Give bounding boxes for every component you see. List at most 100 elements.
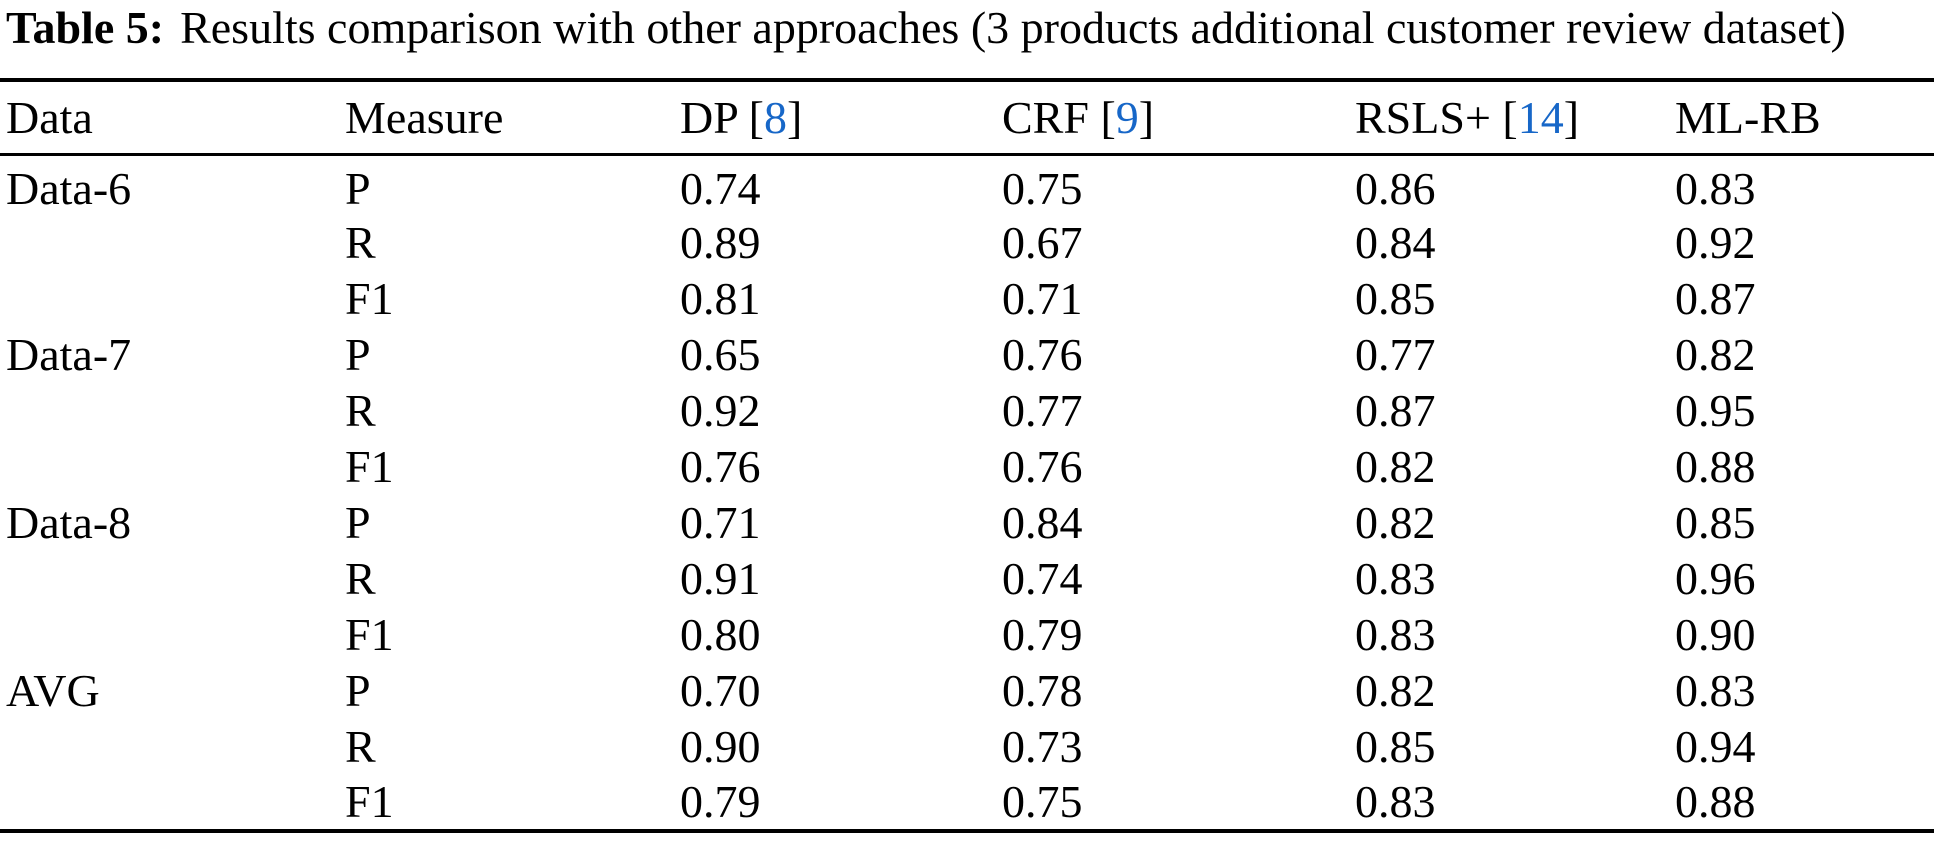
value-cell-dp: 0.76 [680, 441, 761, 492]
table-row: R 0.89 0.67 0.84 0.92 [0, 215, 1934, 271]
value-cell-crf: 0.76 [1002, 329, 1083, 380]
table-row: R 0.90 0.73 0.85 0.94 [0, 719, 1934, 775]
citation-link-14[interactable]: 14 [1517, 91, 1564, 143]
col-header-data: Data [0, 80, 345, 156]
value-cell-crf: 0.79 [1002, 609, 1083, 660]
value-cell-dp: 0.91 [680, 553, 761, 604]
dataset-cell [0, 215, 345, 271]
value-cell-crf: 0.84 [1002, 497, 1083, 548]
table-caption-number: Table 5: [6, 2, 165, 53]
value-cell-crf: 0.74 [1002, 553, 1083, 604]
value-cell-dp: 0.89 [680, 217, 761, 268]
citation-bracket-close: ] [786, 91, 803, 143]
measure-cell: P [345, 497, 371, 548]
col-header-measure-label: Measure [345, 91, 504, 143]
value-cell-crf: 0.75 [1002, 776, 1083, 827]
value-cell-rsls: 0.82 [1355, 441, 1436, 492]
table-body: Data-6 P 0.74 0.75 0.86 0.83 R 0.89 0.67… [0, 154, 1934, 831]
value-cell-rsls: 0.82 [1355, 665, 1436, 716]
value-cell-mlrb: 0.85 [1675, 497, 1756, 548]
measure-cell: R [345, 217, 376, 268]
measure-cell: R [345, 721, 376, 772]
value-cell-dp: 0.80 [680, 609, 761, 660]
value-cell-mlrb: 0.83 [1675, 665, 1756, 716]
col-header-crf: CRF [9] [1002, 80, 1355, 156]
measure-cell: P [345, 665, 371, 716]
value-cell-dp: 0.74 [680, 162, 761, 214]
results-table: Data Measure DP [8] CRF [9] RSLS+ [14] M… [0, 78, 1934, 833]
value-cell-mlrb: 0.92 [1675, 217, 1756, 268]
value-cell-crf: 0.75 [1002, 162, 1083, 214]
value-cell-dp: 0.65 [680, 329, 761, 380]
measure-cell: R [345, 553, 376, 604]
value-cell-mlrb: 0.88 [1675, 776, 1756, 827]
table-row: Data-8 P 0.71 0.84 0.82 0.85 [0, 495, 1934, 551]
dataset-cell: Data-7 [6, 329, 132, 380]
col-header-rsls: RSLS+ [14] [1355, 80, 1675, 156]
value-cell-crf: 0.77 [1002, 385, 1083, 436]
table-row: F1 0.81 0.71 0.85 0.87 [0, 271, 1934, 327]
col-header-mlrb: ML-RB [1675, 80, 1934, 156]
measure-cell: F1 [345, 441, 394, 492]
dataset-cell [0, 383, 345, 439]
value-cell-rsls: 0.85 [1355, 721, 1436, 772]
col-header-crf-label: CRF [1002, 91, 1089, 143]
value-cell-rsls: 0.86 [1355, 162, 1436, 214]
col-header-mlrb-label: ML-RB [1675, 91, 1821, 143]
value-cell-rsls: 0.82 [1355, 497, 1436, 548]
table-row: R 0.91 0.74 0.83 0.96 [0, 551, 1934, 607]
value-cell-rsls: 0.84 [1355, 217, 1436, 268]
table-row: F1 0.76 0.76 0.82 0.88 [0, 439, 1934, 495]
dataset-cell [0, 439, 345, 495]
measure-cell: F1 [345, 776, 394, 827]
col-header-data-label: Data [6, 91, 93, 143]
value-cell-dp: 0.90 [680, 721, 761, 772]
value-cell-mlrb: 0.90 [1675, 609, 1756, 660]
table-row: AVG P 0.70 0.78 0.82 0.83 [0, 663, 1934, 719]
measure-cell: F1 [345, 273, 394, 324]
dataset-cell [0, 719, 345, 775]
table-caption: Table 5: Results comparison with other ap… [0, 0, 1954, 54]
col-header-dp-label: DP [680, 91, 738, 143]
col-header-measure: Measure [345, 80, 680, 156]
table-row: F1 0.80 0.79 0.83 0.90 [0, 607, 1934, 663]
citation-bracket-close: ] [1563, 91, 1580, 143]
value-cell-mlrb: 0.95 [1675, 385, 1756, 436]
col-header-dp: DP [8] [680, 80, 1002, 156]
value-cell-rsls: 0.85 [1355, 273, 1436, 324]
citation-link-8[interactable]: 8 [763, 91, 787, 143]
citation-link-9[interactable]: 9 [1115, 91, 1139, 143]
measure-cell: P [345, 162, 371, 214]
value-cell-dp: 0.71 [680, 497, 761, 548]
dataset-cell [0, 551, 345, 607]
value-cell-mlrb: 0.82 [1675, 329, 1756, 380]
value-cell-rsls: 0.83 [1355, 609, 1436, 660]
dataset-cell: Data-8 [6, 497, 132, 548]
table-row: Data-7 P 0.65 0.76 0.77 0.82 [0, 327, 1934, 383]
citation-bracket-open: [ [1100, 91, 1116, 143]
value-cell-dp: 0.92 [680, 385, 761, 436]
measure-cell: P [345, 329, 371, 380]
citation-bracket-open: [ [1502, 91, 1518, 143]
citation-bracket-close: ] [1138, 91, 1155, 143]
value-cell-mlrb: 0.83 [1675, 162, 1756, 214]
dataset-cell: Data-6 [6, 162, 132, 214]
value-cell-crf: 0.71 [1002, 273, 1083, 324]
value-cell-dp: 0.79 [680, 776, 761, 827]
value-cell-crf: 0.73 [1002, 721, 1083, 772]
value-cell-rsls: 0.83 [1355, 553, 1436, 604]
value-cell-crf: 0.78 [1002, 665, 1083, 716]
measure-cell: R [345, 385, 376, 436]
value-cell-dp: 0.70 [680, 665, 761, 716]
dataset-cell: AVG [6, 665, 100, 716]
dataset-cell [0, 607, 345, 663]
table-caption-text: Results comparison with other approaches… [180, 2, 1846, 53]
value-cell-mlrb: 0.87 [1675, 273, 1756, 324]
dataset-cell [0, 271, 345, 327]
value-cell-dp: 0.81 [680, 273, 761, 324]
col-header-rsls-label: RSLS+ [1355, 91, 1491, 143]
table-row: Data-6 P 0.74 0.75 0.86 0.83 [0, 154, 1934, 215]
citation-bracket-open: [ [748, 91, 764, 143]
value-cell-crf: 0.67 [1002, 217, 1083, 268]
value-cell-rsls: 0.83 [1355, 776, 1436, 827]
